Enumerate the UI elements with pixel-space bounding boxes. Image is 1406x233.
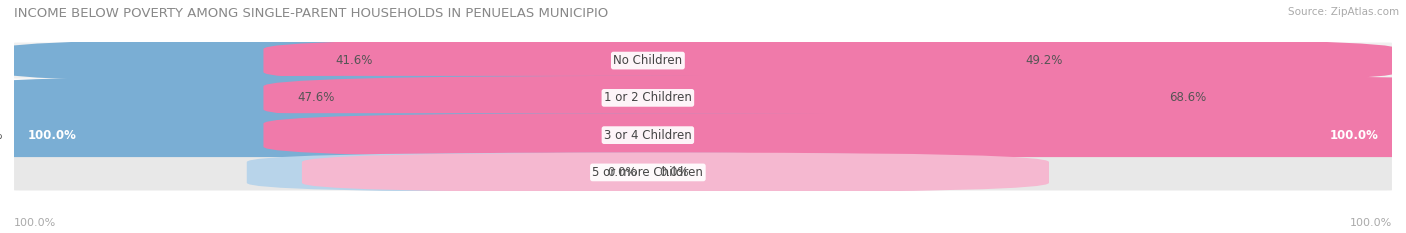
- FancyBboxPatch shape: [0, 76, 1032, 120]
- Text: 5 or more Children: 5 or more Children: [592, 166, 703, 179]
- Text: 100.0%: 100.0%: [1350, 218, 1392, 228]
- Text: 41.6%: 41.6%: [336, 54, 373, 67]
- FancyBboxPatch shape: [263, 76, 1406, 120]
- FancyBboxPatch shape: [14, 42, 1392, 79]
- FancyBboxPatch shape: [0, 113, 1032, 157]
- Text: 100.0%: 100.0%: [14, 218, 56, 228]
- Text: 100.0%: 100.0%: [28, 129, 77, 142]
- FancyBboxPatch shape: [0, 39, 1032, 82]
- Text: No Children: No Children: [613, 54, 682, 67]
- FancyBboxPatch shape: [14, 117, 1392, 153]
- Text: 3 or 4 Children: 3 or 4 Children: [605, 129, 692, 142]
- Text: 0.0%: 0.0%: [659, 166, 689, 179]
- Text: 68.6%: 68.6%: [1170, 91, 1206, 104]
- Text: 100.0%: 100.0%: [0, 129, 3, 142]
- Text: 47.6%: 47.6%: [298, 91, 335, 104]
- FancyBboxPatch shape: [247, 153, 994, 192]
- FancyBboxPatch shape: [302, 153, 1049, 192]
- Text: INCOME BELOW POVERTY AMONG SINGLE-PARENT HOUSEHOLDS IN PENUELAS MUNICIPIO: INCOME BELOW POVERTY AMONG SINGLE-PARENT…: [14, 7, 609, 20]
- Text: 100.0%: 100.0%: [1329, 129, 1378, 142]
- FancyBboxPatch shape: [263, 39, 1399, 82]
- Text: 0.0%: 0.0%: [607, 166, 637, 179]
- Text: 1 or 2 Children: 1 or 2 Children: [605, 91, 692, 104]
- Text: 49.2%: 49.2%: [1025, 54, 1063, 67]
- FancyBboxPatch shape: [14, 154, 1392, 191]
- FancyBboxPatch shape: [263, 113, 1406, 157]
- Text: Source: ZipAtlas.com: Source: ZipAtlas.com: [1288, 7, 1399, 17]
- FancyBboxPatch shape: [14, 80, 1392, 116]
